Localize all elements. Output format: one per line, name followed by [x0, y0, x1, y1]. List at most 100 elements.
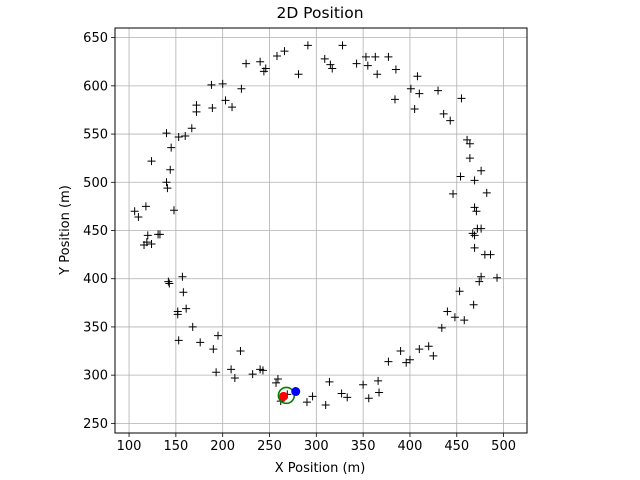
data-point: [212, 368, 221, 377]
data-point: [325, 377, 334, 386]
y-axis-label: Y Position (m): [58, 185, 73, 276]
x-tick-label: 200: [210, 439, 235, 454]
data-point: [375, 388, 384, 397]
data-point: [273, 375, 282, 383]
data-point: [248, 370, 257, 379]
y-axis: 250 300 350 400 450 500 550 600 650: [83, 31, 115, 432]
data-point: [178, 272, 187, 281]
x-tick-label: 300: [304, 439, 329, 454]
data-point: [449, 189, 458, 198]
data-point: [258, 366, 267, 375]
data-point: [320, 54, 329, 63]
data-point: [280, 47, 289, 56]
data-point: [207, 80, 216, 89]
x-axis: 100 150 200 250 300 350 400 450 500: [117, 433, 516, 454]
data-point: [134, 213, 143, 221]
data-point: [242, 59, 251, 68]
data-point: [256, 57, 265, 66]
data-point: [429, 351, 438, 360]
x-tick-label: 100: [117, 439, 142, 454]
data-point: [493, 273, 502, 282]
data-point: [174, 336, 183, 345]
data-point: [469, 300, 478, 309]
data-point: [147, 157, 156, 166]
y-tick-label: 500: [83, 176, 108, 191]
data-point: [174, 132, 183, 141]
data-point: [482, 188, 491, 197]
data-point: [237, 84, 246, 93]
y-tick-label: 300: [83, 369, 108, 384]
data-point: [437, 323, 446, 332]
data-point: [130, 207, 139, 216]
data-point: [460, 316, 469, 325]
data-point: [390, 95, 399, 104]
data-point: [166, 165, 175, 174]
data-point: [470, 203, 479, 212]
data-point: [456, 172, 465, 181]
red-position-point: [279, 391, 289, 401]
data-point: [294, 70, 303, 79]
data-point: [371, 52, 380, 61]
data-point: [465, 139, 474, 148]
data-point: [218, 79, 227, 88]
data-point: [465, 154, 474, 163]
data-point: [455, 287, 464, 296]
data-point: [208, 104, 217, 113]
data-point: [326, 60, 335, 69]
data-point: [477, 224, 486, 233]
data-point: [192, 101, 201, 110]
plot-area: [130, 41, 502, 410]
data-point: [227, 365, 236, 374]
data-point: [391, 65, 400, 74]
y-tick-label: 550: [83, 128, 108, 143]
data-point: [468, 229, 477, 238]
x-tick-label: 450: [444, 439, 469, 454]
data-point: [308, 392, 317, 401]
data-point: [236, 347, 245, 356]
data-point: [147, 240, 156, 248]
data-point: [406, 84, 415, 93]
data-point: [359, 380, 368, 389]
y-tick-label: 250: [83, 417, 108, 432]
y-tick-label: 450: [83, 224, 108, 239]
data-point: [141, 202, 150, 211]
data-point: [337, 389, 346, 398]
data-point: [214, 331, 222, 340]
data-point: [410, 105, 419, 113]
data-point: [272, 51, 281, 60]
data-point: [140, 240, 149, 249]
data-point: [343, 393, 352, 402]
data-point: [143, 231, 152, 240]
data-point: [169, 206, 178, 215]
data-point: [162, 129, 171, 138]
data-point: [396, 347, 405, 356]
data-point: [384, 357, 393, 366]
data-point: [415, 89, 424, 98]
data-point: [162, 178, 171, 187]
data-point: [302, 398, 311, 407]
data-point: [477, 272, 486, 281]
data-point: [477, 166, 486, 175]
data-point: [470, 243, 479, 252]
data-point: [373, 70, 382, 79]
data-point: [173, 310, 182, 319]
data-point: [450, 313, 459, 322]
data-point: [228, 103, 237, 112]
data-point: [446, 116, 455, 125]
blue-position-point: [291, 387, 301, 397]
data-point: [475, 277, 484, 286]
data-point: [328, 64, 337, 73]
x-tick-label: 500: [491, 439, 516, 454]
data-point: [188, 322, 197, 331]
data-point: [364, 394, 373, 403]
data-point: [181, 132, 190, 140]
data-point: [155, 230, 164, 239]
x-tick-label: 350: [351, 439, 376, 454]
data-point: [374, 376, 383, 385]
data-point: [187, 124, 196, 133]
data-point: [363, 61, 372, 70]
data-point: [182, 304, 191, 313]
data-point: [415, 345, 424, 354]
data-point: [164, 277, 173, 286]
data-point: [443, 307, 452, 316]
